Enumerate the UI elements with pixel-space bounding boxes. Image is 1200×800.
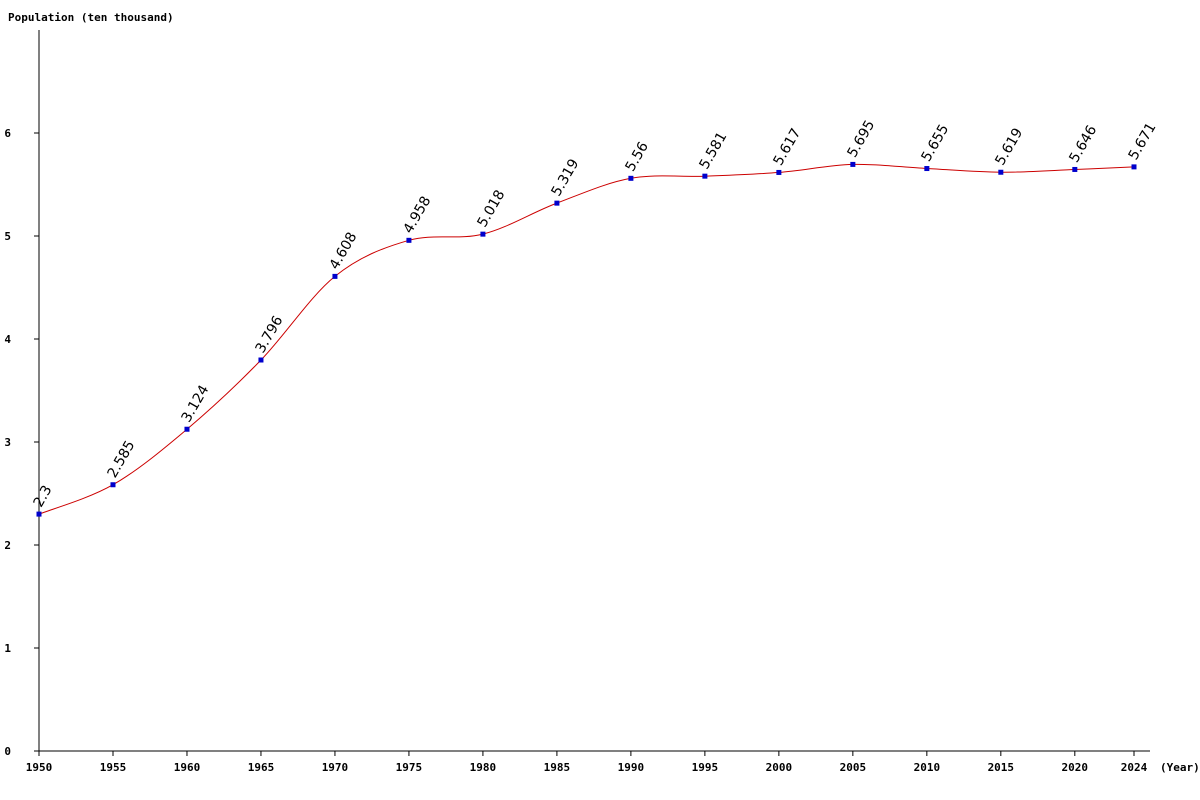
- data-point: [702, 173, 708, 179]
- data-point: [332, 273, 338, 279]
- data-label: 3.796: [253, 313, 287, 356]
- data-label: 2.585: [105, 438, 139, 481]
- x-tick-label: 1960: [174, 761, 201, 774]
- data-point: [1131, 164, 1137, 170]
- data-point: [776, 169, 782, 175]
- x-tick-label: 1990: [618, 761, 645, 774]
- data-label: 5.581: [696, 129, 730, 172]
- data-label: 2.3: [31, 483, 56, 510]
- data-markers: [36, 161, 1137, 517]
- data-point: [554, 200, 560, 206]
- data-label: 5.619: [992, 126, 1026, 169]
- y-tick-label: 4: [4, 333, 11, 346]
- data-label: 5.617: [770, 126, 804, 169]
- x-tick-label: 2010: [914, 761, 941, 774]
- data-labels: 2.3 2.585 3.124 3.796 4.608 4.958 5.018 5.319 5.…: [31, 118, 1160, 510]
- data-point: [1072, 166, 1078, 172]
- series-line: [38, 163, 1135, 515]
- x-tick-label: 1970: [322, 761, 349, 774]
- data-label: 4.608: [327, 230, 361, 273]
- data-label: 5.018: [475, 187, 509, 230]
- y-tick-label: 2: [4, 539, 11, 552]
- data-label: 5.319: [549, 156, 583, 199]
- y-tick-label: 3: [4, 436, 11, 449]
- data-label: 3.124: [179, 382, 213, 425]
- data-point: [110, 482, 116, 488]
- x-tick-label: 2020: [1062, 761, 1089, 774]
- x-tick-label: 2000: [766, 761, 793, 774]
- data-point: [924, 166, 930, 172]
- y-axis-label: Population (ten thousand): [8, 11, 174, 24]
- x-ticks: 1950 1955 1960 1965 1970 1975 1980 1985 1990 1995…: [26, 751, 1148, 774]
- data-label: 5.671: [1126, 120, 1160, 163]
- x-tick-label: 1975: [396, 761, 423, 774]
- x-tick-label: 1985: [544, 761, 571, 774]
- x-tick-label: 1950: [26, 761, 53, 774]
- data-point: [628, 175, 634, 181]
- data-point: [184, 426, 190, 432]
- y-tick-label: 1: [4, 642, 11, 655]
- data-point: [258, 357, 264, 363]
- data-point: [850, 161, 856, 167]
- data-label: 5.56: [622, 139, 651, 174]
- data-label: 5.655: [918, 122, 952, 165]
- data-label: 5.646: [1066, 123, 1100, 166]
- x-tick-label: 1995: [692, 761, 719, 774]
- x-tick-label: 1965: [248, 761, 275, 774]
- data-point: [480, 231, 486, 237]
- y-tick-label: 0: [4, 745, 11, 758]
- x-tick-label: 1980: [470, 761, 497, 774]
- data-label: 4.958: [401, 194, 435, 237]
- y-tick-label: 6: [4, 127, 11, 140]
- data-point: [998, 169, 1004, 175]
- x-axis-label: (Year): [1160, 761, 1200, 774]
- data-point: [36, 511, 42, 517]
- data-point: [406, 237, 412, 243]
- y-ticks: 0 1 2 3 4 5 6: [4, 127, 39, 758]
- x-tick-label: 2015: [988, 761, 1015, 774]
- x-tick-label: 2024: [1121, 761, 1148, 774]
- x-tick-label: 2005: [840, 761, 867, 774]
- y-tick-label: 5: [4, 230, 11, 243]
- data-label: 5.695: [844, 118, 878, 161]
- x-tick-label: 1955: [100, 761, 127, 774]
